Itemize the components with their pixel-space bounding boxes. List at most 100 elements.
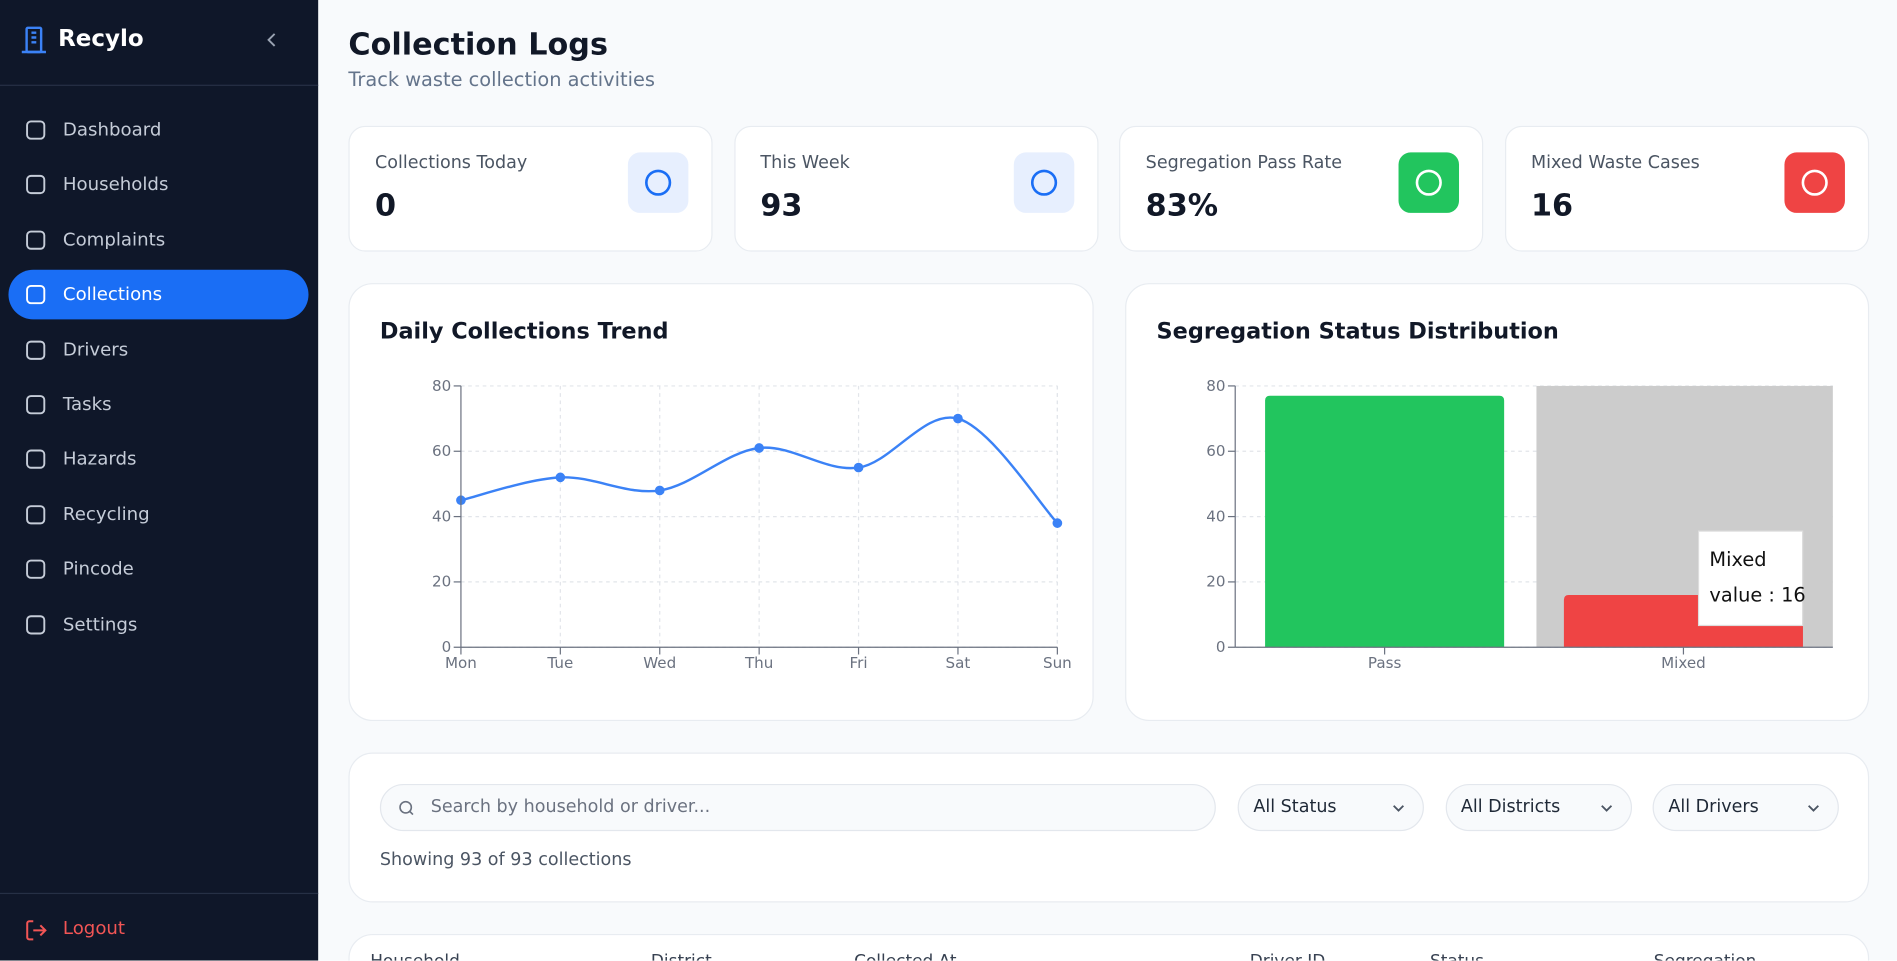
- nav-item[interactable]: Collections: [8, 270, 309, 320]
- column-header: Household: [370, 952, 460, 960]
- nav-icon: [26, 175, 46, 195]
- nav-label: Drivers: [62, 338, 129, 361]
- nav-label: Tasks: [62, 393, 112, 415]
- chart-title: Segregation Status Distribution: [1157, 319, 1559, 345]
- bar: [1265, 395, 1505, 648]
- column-header: Collected At: [854, 952, 956, 960]
- column-header: Driver ID: [1250, 952, 1326, 960]
- x-tick-label: Wed: [643, 654, 676, 672]
- icon-shape: [26, 504, 46, 525]
- icon: [1415, 169, 1442, 196]
- nav-label: Pincode: [62, 557, 134, 580]
- stat-value: 0: [375, 187, 397, 223]
- select[interactable]: All Districts: [1445, 783, 1632, 832]
- x-tick-label: Fri: [850, 654, 868, 672]
- nav-item[interactable]: Settings: [8, 600, 308, 650]
- nav-item[interactable]: Hazards: [8, 435, 308, 485]
- icon-shape: [26, 559, 46, 580]
- filter-card: Search by household or driver... All Sta…: [348, 752, 1870, 903]
- nav-item[interactable]: Dashboard: [8, 105, 308, 155]
- stat-icon: [1013, 152, 1074, 213]
- chevron: [1393, 805, 1405, 812]
- icon-shape: [26, 285, 46, 305]
- nav-icon: [26, 450, 46, 470]
- column-header: District: [651, 952, 712, 960]
- x-tick-label: Mon: [445, 654, 477, 672]
- nav-item[interactable]: Tasks: [8, 380, 308, 430]
- stat-value: 93: [760, 187, 803, 223]
- stat-label: Segregation Pass Rate: [1145, 153, 1343, 174]
- brand-logo: [21, 26, 46, 54]
- chart: Daily Collections Trend 0 20 40 60 80 Mon Tue We…: [380, 319, 1072, 672]
- nav-item[interactable]: Recycling: [8, 490, 308, 540]
- stat-label: Mixed Waste Cases: [1531, 153, 1700, 174]
- stat-card: Mixed Waste Cases 16: [1504, 125, 1869, 252]
- chart-title: Daily Collections Trend: [380, 319, 669, 345]
- select-label: All Status: [1253, 797, 1337, 817]
- point: [555, 472, 566, 483]
- stat-icon: [1783, 152, 1845, 213]
- icon: [645, 169, 672, 196]
- nav-label: Households: [62, 173, 169, 196]
- nav-icon: [26, 614, 46, 634]
- nav-label: Settings: [62, 612, 138, 635]
- chevron-shape: [1808, 805, 1819, 812]
- y-tick-label: 40: [1206, 507, 1225, 525]
- nav-icon: [26, 285, 46, 305]
- column-header: Status: [1430, 952, 1484, 960]
- tooltip-title: Mixed: [1709, 548, 1766, 571]
- nav-label: Complaints: [62, 228, 166, 251]
- icon: [1800, 169, 1828, 196]
- select-label: All Drivers: [1668, 797, 1759, 817]
- search-icon: [399, 800, 414, 816]
- point: [754, 443, 764, 453]
- x-tick-label: Sat: [946, 654, 971, 672]
- nav-icon: [26, 340, 46, 360]
- chevron-shape: [1600, 805, 1612, 812]
- stat-label: Collections Today: [375, 153, 528, 174]
- stat-label: This Week: [760, 153, 850, 174]
- y-tick-label: 80: [432, 377, 451, 395]
- select[interactable]: All Status: [1237, 783, 1424, 832]
- icon: [1030, 169, 1057, 196]
- nav-icon: [26, 504, 46, 525]
- x-tick-label: Sun: [1043, 654, 1072, 672]
- icon-shape: [26, 450, 46, 470]
- x-tick-label: Mixed: [1661, 654, 1706, 672]
- nav-label: Dashboard: [62, 118, 162, 141]
- chart-card: Daily Collections Trend 0 20 40 60 80 Mon Tue We…: [348, 283, 1094, 722]
- icon-shape: [26, 120, 46, 140]
- sidebar: Recylo Dashboard Households Complaints Coll…: [0, 0, 319, 961]
- point: [654, 485, 665, 496]
- page-subtitle: Track waste collection activities: [348, 67, 655, 91]
- logout[interactable]: Logout: [62, 917, 126, 939]
- x-tick-label: Thu: [744, 654, 773, 672]
- nav-item[interactable]: Households: [8, 160, 308, 210]
- search-input[interactable]: Search by household or driver...: [379, 783, 1216, 832]
- chevron-shape: [1393, 805, 1405, 812]
- chevron: [1600, 805, 1612, 812]
- nav-item[interactable]: Pincode: [8, 545, 308, 595]
- y-tick-label: 80: [1206, 377, 1225, 395]
- result-summary: Showing 93 of 93 collections: [379, 850, 632, 870]
- stat-value: 16: [1531, 187, 1574, 223]
- stat-value: 83%: [1145, 187, 1219, 223]
- nav-label: Recycling: [62, 503, 150, 525]
- icon-shape: [26, 175, 46, 195]
- x-tick-label: Tue: [546, 654, 573, 672]
- y-tick-label: 0: [442, 638, 452, 656]
- stat-card: Segregation Pass Rate 83%: [1119, 125, 1484, 252]
- nav-item[interactable]: Drivers: [8, 325, 308, 375]
- tooltip: [1697, 530, 1804, 627]
- collapse-button[interactable]: [264, 31, 281, 48]
- stat-icon: [627, 152, 689, 213]
- icon-shape: [26, 614, 46, 634]
- column-header: Segregation: [1654, 952, 1757, 960]
- select-label: All Districts: [1460, 797, 1561, 817]
- stat-card: Collections Today 0: [348, 125, 713, 252]
- icon-shape: [26, 395, 46, 415]
- select[interactable]: All Drivers: [1652, 783, 1839, 832]
- nav-item[interactable]: Complaints: [8, 215, 308, 265]
- chevron: [1808, 805, 1819, 812]
- nav-label: Hazards: [62, 448, 137, 470]
